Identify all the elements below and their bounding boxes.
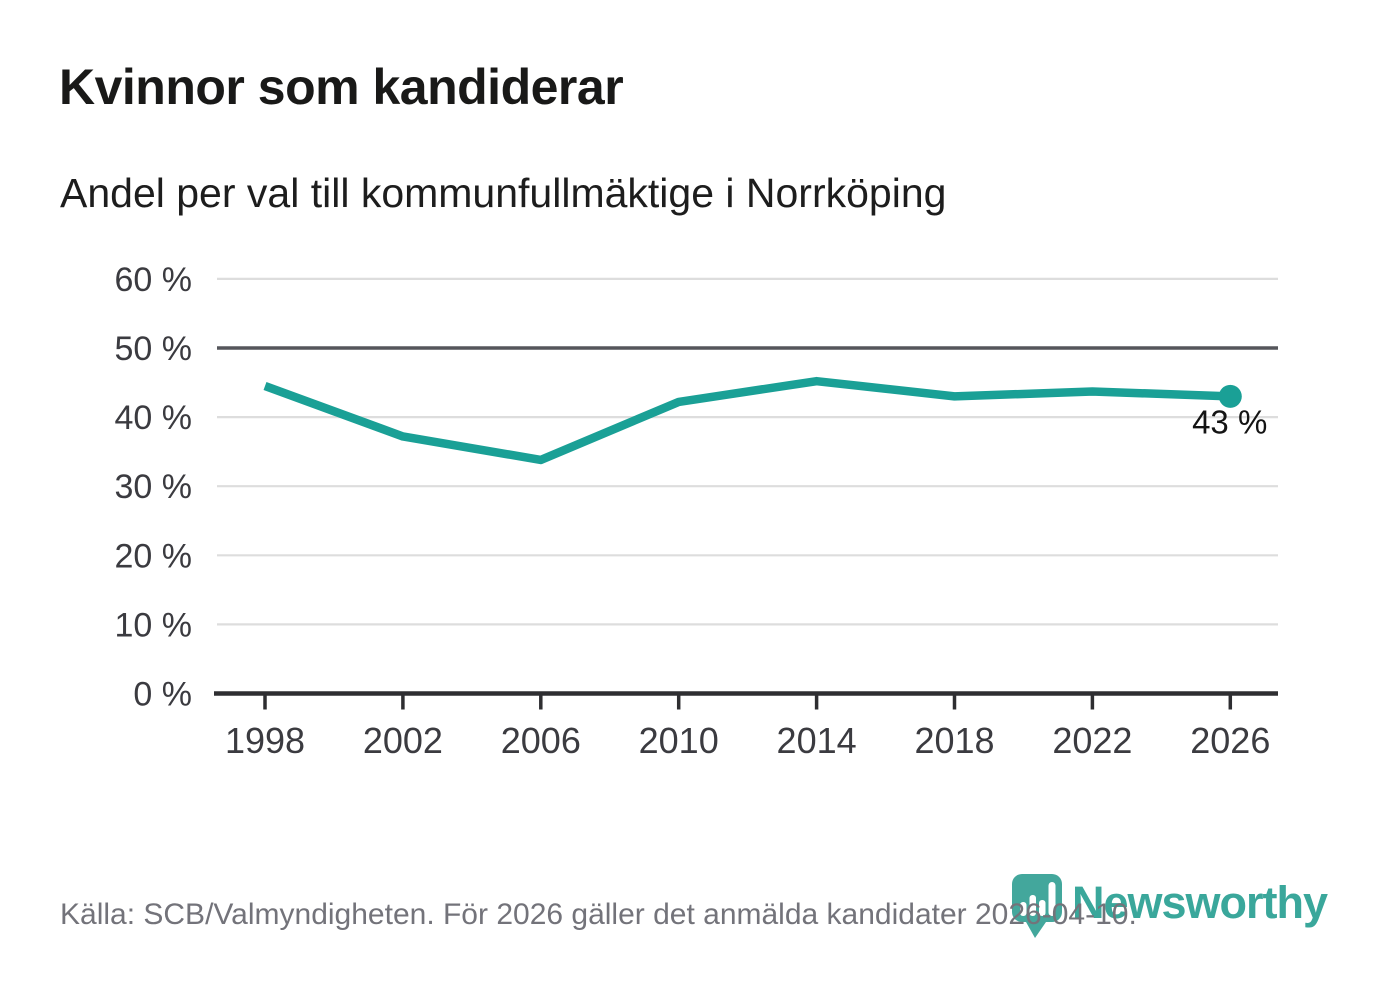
x-tick-label: 2014	[777, 720, 857, 761]
y-tick-label: 50 %	[115, 330, 193, 368]
x-tick-label: 2010	[639, 720, 719, 761]
x-tick-label: 2006	[501, 720, 581, 761]
newsworthy-wordmark: Newsworthy	[1072, 877, 1328, 928]
page-title: Kvinnor som kandiderar	[59, 59, 624, 115]
series-line	[263, 376, 1231, 465]
x-tick-label: 2026	[1190, 720, 1270, 761]
y-tick-label: 30 %	[115, 468, 193, 506]
y-tick-label: 40 %	[115, 399, 193, 437]
y-tick-label: 60 %	[115, 261, 193, 299]
x-tick-label: 1998	[225, 720, 305, 761]
page-subtitle: Andel per val till kommunfullmäktige i N…	[60, 170, 947, 216]
y-tick-label: 10 %	[115, 606, 193, 644]
newsworthy-logo-icon	[1012, 874, 1062, 938]
x-tick-label: 2002	[363, 720, 443, 761]
end-value-label: 43 %	[1192, 403, 1267, 440]
y-tick-label: 0 %	[133, 676, 192, 714]
y-tick-label: 20 %	[115, 537, 193, 575]
x-tick-label: 2018	[914, 720, 994, 761]
x-tick-label: 2022	[1052, 720, 1132, 761]
end-point-dot	[1218, 384, 1242, 408]
source-note: Källa: SCB/Valmyndigheten. För 2026 gäll…	[60, 898, 1137, 931]
newsworthy-logo: Newsworthy	[1012, 874, 1328, 940]
